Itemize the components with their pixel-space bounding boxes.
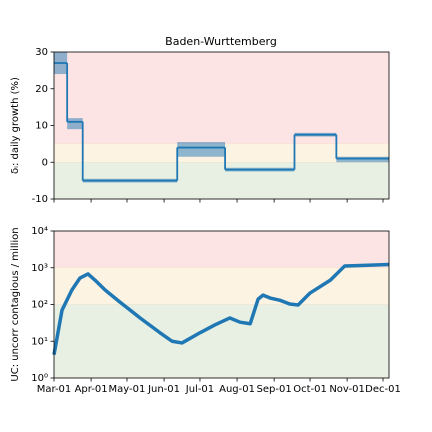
y-tick-label: 10 xyxy=(35,121,48,132)
uncertainty-band xyxy=(336,156,389,163)
y-tick-label: 10⁰ xyxy=(31,373,48,384)
axes-frame xyxy=(53,51,390,200)
y-tick-label: 30 xyxy=(35,47,48,58)
x-tick-label: Dec-01 xyxy=(365,384,401,395)
x-tick-label: Nov-01 xyxy=(329,384,365,395)
axes-frame xyxy=(53,230,390,379)
line xyxy=(52,262,390,356)
zone xyxy=(54,304,389,378)
zone xyxy=(54,267,389,305)
zone xyxy=(54,231,389,268)
y-tick-label: 10² xyxy=(31,300,48,311)
x-tick-label: May-01 xyxy=(109,384,146,395)
x-tick-label: Mar-01 xyxy=(37,384,72,395)
x-tick-label: Sep-01 xyxy=(257,384,292,395)
uncertainty-band xyxy=(177,142,226,157)
y-tick-label: 20 xyxy=(35,84,48,95)
y-axis-label: UC: uncorr contagious / million xyxy=(10,227,21,381)
y-tick-label: 0 xyxy=(42,157,48,168)
y-tick-label: 10¹ xyxy=(31,336,48,347)
zone xyxy=(54,52,389,144)
y-tick-label: -10 xyxy=(32,194,48,205)
x-tick-label: Oct-01 xyxy=(293,384,327,395)
y-tick-label: 10³ xyxy=(31,263,48,274)
uncertainty-band xyxy=(67,118,83,130)
y-tick-label: 10⁴ xyxy=(31,226,48,237)
x-tick-label: Aug-01 xyxy=(219,384,255,395)
x-tick-label: Jul-01 xyxy=(185,384,214,395)
chart-title: Baden-Wurttemberg xyxy=(165,35,277,48)
x-tick-label: Apr-01 xyxy=(75,384,108,395)
y-axis-label: δᵢ: daily growth (%) xyxy=(10,77,21,174)
x-tick-label: Jun-01 xyxy=(147,384,180,395)
